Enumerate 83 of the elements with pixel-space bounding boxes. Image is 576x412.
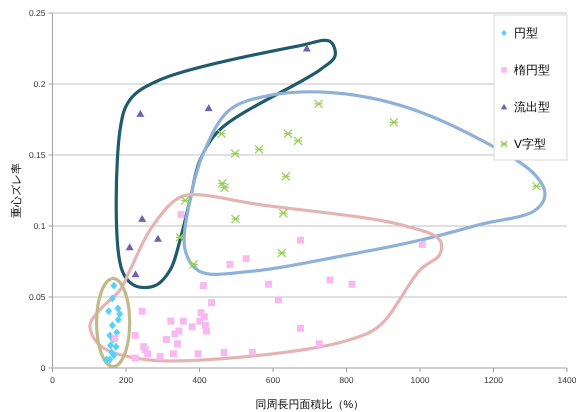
point — [418, 240, 426, 248]
point — [171, 330, 178, 338]
point — [278, 208, 288, 218]
point — [174, 340, 181, 348]
point — [297, 236, 304, 244]
point — [132, 270, 140, 278]
point — [108, 294, 116, 302]
point — [532, 182, 542, 191]
point — [283, 129, 293, 138]
y-tick-label: 0.15 — [28, 150, 46, 160]
x-tick-label: 400 — [192, 375, 207, 385]
point — [170, 350, 177, 358]
point — [277, 248, 286, 258]
x-tick-label: 0 — [50, 375, 56, 385]
point — [202, 328, 210, 335]
point — [194, 350, 202, 358]
point — [188, 323, 196, 330]
point — [138, 308, 146, 315]
point — [114, 316, 122, 324]
point — [281, 172, 290, 181]
point — [196, 318, 204, 325]
point — [112, 342, 120, 351]
point — [220, 183, 230, 192]
point — [297, 324, 304, 332]
point — [110, 282, 118, 290]
point — [248, 348, 256, 356]
point — [348, 280, 356, 288]
point — [389, 118, 399, 127]
point — [167, 318, 174, 325]
x-axis-title: 同周長円面積比（%） — [255, 398, 364, 411]
point — [116, 310, 124, 318]
point — [180, 318, 187, 325]
point — [154, 234, 162, 242]
point — [302, 44, 311, 52]
y-axis-title: 重心ズレ率 — [10, 163, 23, 218]
legend-label: V字型 — [514, 137, 546, 152]
point — [175, 232, 185, 242]
x-tick-label: 1400 — [558, 375, 576, 385]
y-tick-label: 0.25 — [28, 8, 46, 18]
point — [314, 99, 324, 108]
point — [316, 340, 323, 348]
x-tick-label: 200 — [118, 375, 134, 385]
point — [136, 110, 144, 117]
point — [107, 341, 114, 350]
legend-label: 楕円型 — [514, 63, 550, 78]
x-tick-label: 1200 — [484, 375, 504, 385]
x-tick-label: 800 — [339, 375, 354, 385]
point — [326, 276, 334, 284]
point — [178, 211, 185, 218]
point — [189, 260, 198, 269]
x-tick-label: 1000 — [410, 375, 430, 385]
legend-label: 円型 — [514, 26, 538, 40]
point — [108, 321, 116, 330]
point — [105, 307, 112, 316]
point — [204, 104, 213, 112]
point — [275, 296, 282, 304]
point — [200, 282, 208, 290]
point — [293, 136, 303, 146]
y-tick-label: 0.05 — [28, 292, 46, 302]
point — [114, 304, 122, 312]
point — [162, 336, 170, 344]
point — [180, 196, 190, 206]
point — [242, 255, 250, 262]
point — [218, 178, 227, 188]
legend-label: 流出型 — [514, 100, 550, 114]
point — [220, 348, 228, 356]
y-tick-label: 0.2 — [34, 78, 46, 89]
point — [156, 353, 164, 360]
point — [254, 144, 264, 154]
point — [208, 299, 216, 306]
point — [230, 148, 240, 158]
point — [132, 354, 139, 362]
point — [126, 243, 134, 250]
y-tick-label: 0 — [40, 362, 46, 373]
point — [230, 214, 240, 224]
point — [132, 332, 139, 339]
point — [138, 214, 146, 222]
y-tick-label: 0.1 — [34, 220, 46, 231]
point — [226, 260, 234, 268]
point — [144, 350, 152, 358]
x-tick-label: 600 — [266, 375, 280, 385]
point — [265, 280, 272, 288]
point — [216, 129, 226, 138]
